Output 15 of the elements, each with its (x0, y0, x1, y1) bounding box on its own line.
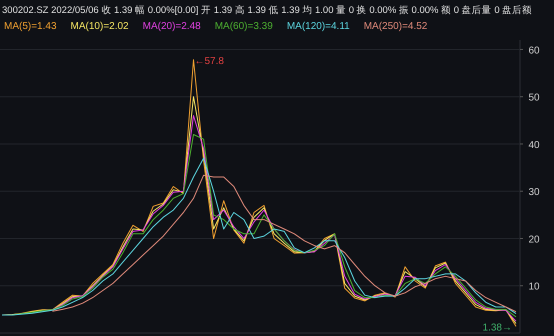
y-tick-label: 60 (528, 45, 540, 56)
annotation: 1.38→ (482, 322, 512, 334)
text: MA(60)=3.39 (214, 21, 274, 32)
y-tick-label: 10 (528, 282, 540, 293)
title: 300202.SZ 2022/05/06 收 1.39 幅 0.00%[0.00] 开 1.39 高 1.39 低 1.39 均 1.00 量 0 换 0.00% 振 0.00% 额 0 盘后量 0 盘后额 (2, 5, 532, 16)
text: MA(5)=1.43 (4, 21, 57, 32)
text: MA(20)=2.48 (142, 21, 202, 32)
text: MA(250)=4.52 (364, 21, 428, 32)
y-tick-label: 30 (528, 187, 540, 198)
text: MA(120)=4.11 (286, 21, 350, 32)
text: MA(10)=2.02 (70, 21, 130, 32)
annotation: ←57.8 (194, 56, 224, 67)
y-tick-label: 40 (528, 140, 540, 151)
y-tick-label: 20 (528, 234, 540, 246)
y-tick-label: 50 (528, 92, 540, 104)
